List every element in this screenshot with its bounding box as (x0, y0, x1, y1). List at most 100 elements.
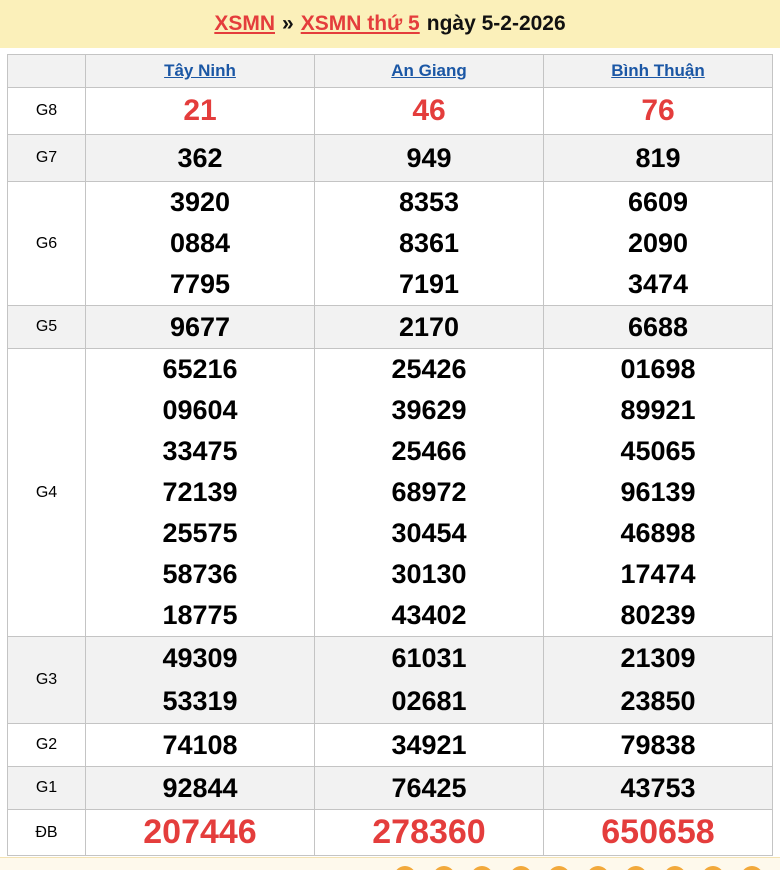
prize-number: 39629 (391, 395, 467, 425)
loto-ball-icon (394, 866, 416, 870)
province-link-binh-thuan[interactable]: Bình Thuận (611, 61, 705, 80)
prize-number: 96139 (620, 477, 696, 507)
loto-ball-icon (625, 866, 647, 870)
prize-label: G1 (7, 766, 86, 810)
prize-number: 30130 (391, 559, 467, 589)
prize-label: G4 (7, 348, 86, 637)
prize-number: 23850 (620, 686, 696, 716)
prize-number: 8361 (398, 228, 460, 258)
prize-number: 21 (183, 94, 217, 127)
table-row: G2 74108 34921 79838 (7, 723, 773, 767)
prize-cell: 21 (85, 87, 315, 135)
prize-cell: 46 (314, 87, 544, 135)
prize-number: 46 (412, 94, 446, 127)
prize-cell: 43753 (543, 766, 773, 810)
prize-label: G6 (7, 181, 86, 306)
prize-cell: 8353 8361 7191 (314, 181, 544, 306)
table-header: Tây Ninh An Giang Bình Thuận (7, 54, 773, 88)
prize-number: 2090 (627, 228, 689, 258)
prize-number: 949 (406, 143, 452, 173)
prize-number: 21309 (620, 643, 696, 673)
prize-number: 43402 (391, 600, 467, 630)
page-header: XSMN » XSMN thứ 5 ngày 5-2-2026 (0, 0, 780, 48)
table-row: G5 9677 2170 6688 (7, 305, 773, 349)
prize-cell: 49309 53319 (85, 636, 315, 724)
table-row: ĐB 207446 278360 650658 (7, 809, 773, 856)
prize-number: 65216 (162, 354, 238, 384)
prize-number: 7191 (398, 269, 460, 299)
prize-label: G2 (7, 723, 86, 767)
prize-number: 58736 (162, 559, 238, 589)
prize-cell: 92844 (85, 766, 315, 810)
prize-number: 25466 (391, 436, 467, 466)
prize-cell: 9677 (85, 305, 315, 349)
prize-cell: 61031 02681 (314, 636, 544, 724)
prize-number: 68972 (391, 477, 467, 507)
prize-number: 80239 (620, 600, 696, 630)
prize-number: 7795 (169, 269, 231, 299)
prize-cell: 6688 (543, 305, 773, 349)
loto-ball-icon (548, 866, 570, 870)
prize-number: 819 (635, 143, 681, 173)
prize-cell: 65216 09604 33475 72139 25575 58736 18775 (85, 348, 315, 637)
prize-number: 650658 (601, 813, 715, 851)
loto-ball-icon (702, 866, 724, 870)
prize-label: G8 (7, 87, 86, 135)
prize-number: 25575 (162, 518, 238, 548)
xsmn-breadcrumb-link[interactable]: XSMN (214, 12, 275, 35)
prize-label: ĐB (7, 809, 86, 856)
breadcrumb-separator: » (282, 12, 294, 35)
prize-cell: 76 (543, 87, 773, 135)
empty-header-cell (7, 54, 86, 88)
prize-cell: 3920 0884 7795 (85, 181, 315, 306)
prize-number: 43753 (620, 773, 696, 803)
prize-number: 25426 (391, 354, 467, 384)
prize-number: 49309 (162, 643, 238, 673)
prize-number: 53319 (162, 686, 238, 716)
prize-cell: 25426 39629 25466 68972 30454 30130 43402 (314, 348, 544, 637)
prize-cell: 6609 2090 3474 (543, 181, 773, 306)
prize-number: 74108 (162, 730, 238, 760)
prize-number: 02681 (391, 686, 467, 716)
prize-number: 207446 (143, 813, 257, 851)
prize-number: 3920 (169, 187, 231, 217)
prize-number: 79838 (620, 730, 696, 760)
prize-cell: 2170 (314, 305, 544, 349)
loto-ball-icon (432, 866, 455, 870)
province-header-binh-thuan: Bình Thuận (543, 54, 773, 88)
draw-date-text: ngày 5-2-2026 (426, 12, 566, 35)
prize-number: 92844 (162, 773, 238, 803)
table-row: G3 49309 53319 61031 02681 21309 23850 (7, 636, 773, 724)
prize-number: 34921 (391, 730, 467, 760)
province-header-tay-ninh: Tây Ninh (85, 54, 315, 88)
prize-number: 46898 (620, 518, 696, 548)
prize-number: 89921 (620, 395, 696, 425)
prize-cell: 362 (85, 134, 315, 182)
prize-number: 9677 (169, 312, 231, 342)
province-header-an-giang: An Giang (314, 54, 544, 88)
prize-number: 278360 (372, 813, 486, 851)
prize-cell: 207446 (85, 809, 315, 856)
loto-ball-icon (663, 866, 686, 870)
prize-cell: 01698 89921 45065 96139 46898 17474 80239 (543, 348, 773, 637)
loto-ball-icon (586, 866, 609, 870)
prize-cell: 819 (543, 134, 773, 182)
loto-ball-icon (471, 866, 493, 870)
province-link-tay-ninh[interactable]: Tây Ninh (164, 61, 236, 80)
province-link-an-giang[interactable]: An Giang (391, 61, 467, 80)
prize-label: G7 (7, 134, 86, 182)
xsmn-day-link[interactable]: XSMN thứ 5 (300, 12, 420, 35)
table-row: G7 362 949 819 (7, 134, 773, 182)
prize-number: 362 (177, 143, 223, 173)
prize-cell: 79838 (543, 723, 773, 767)
prize-cell: 278360 (314, 809, 544, 856)
prize-number: 76 (641, 94, 675, 127)
prize-label: G3 (7, 636, 86, 724)
prize-number: 09604 (162, 395, 238, 425)
loto-balls-strip (0, 857, 780, 870)
table-row: G8 21 46 76 (7, 87, 773, 135)
prize-number: 45065 (620, 436, 696, 466)
results-table: Tây Ninh An Giang Bình Thuận G8 21 46 76 G7 3… (7, 54, 773, 856)
table-row: G6 3920 0884 7795 8353 8361 7191 6609 2090 3474 (7, 181, 773, 306)
prize-number: 01698 (620, 354, 696, 384)
